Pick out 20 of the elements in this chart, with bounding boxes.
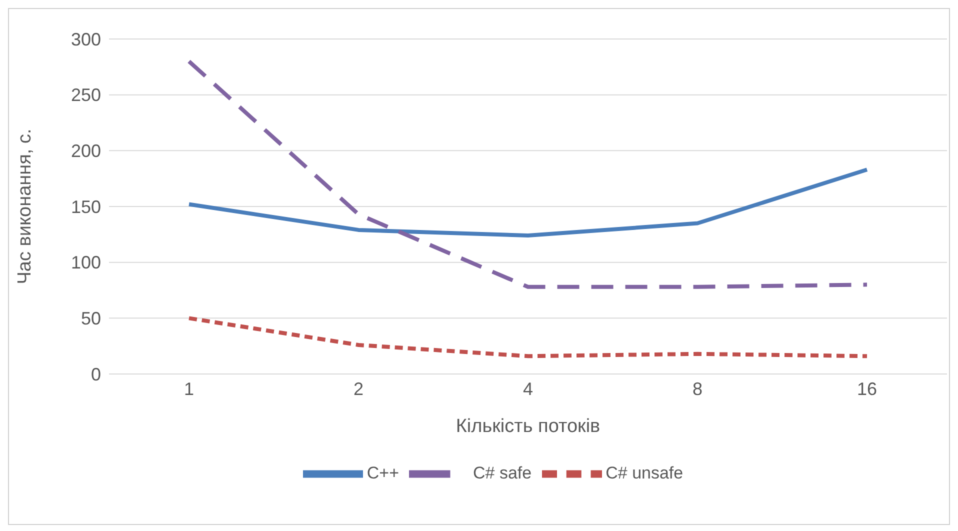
y-tick-label: 200 (70, 141, 101, 162)
line-series (187, 59, 869, 289)
legend-label: C# safe (473, 463, 532, 482)
y-tick-label: 0 (90, 364, 101, 384)
y-tick-label: 100 (70, 252, 101, 273)
y-tick-label: 50 (80, 308, 101, 329)
y-axis-title: Час виконання, с. (14, 128, 36, 284)
x-tick-label: 16 (856, 378, 878, 399)
line-series (187, 168, 869, 238)
y-tick-label: 150 (70, 196, 101, 217)
legend-label: C++ (366, 463, 400, 482)
line-series (187, 316, 869, 358)
x-tick-label: 8 (692, 378, 703, 399)
x-tick-label: 1 (184, 378, 194, 399)
y-tick-label: 250 (70, 85, 101, 106)
x-tick-label: 2 (353, 378, 364, 399)
x-axis-title: Кількість потоків (456, 416, 600, 437)
y-tick-label: 300 (70, 29, 101, 50)
x-tick-label: 4 (522, 378, 534, 399)
legend-label: C# unsafe (606, 463, 684, 482)
